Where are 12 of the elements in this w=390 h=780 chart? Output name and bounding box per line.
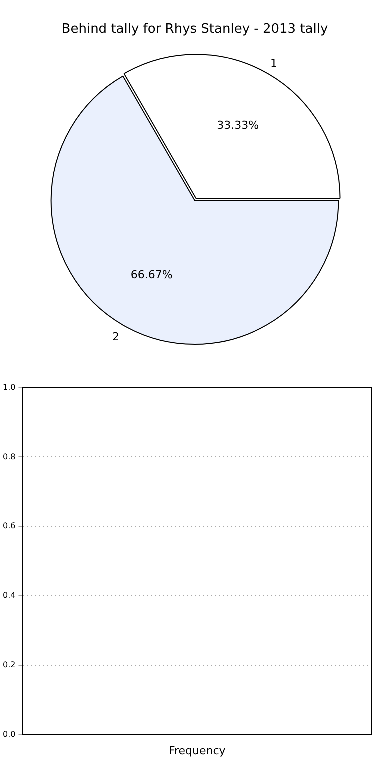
data-label: 66.67% bbox=[130, 268, 173, 282]
y-tick-label: 0.6 bbox=[2, 522, 16, 531]
slice-label: 2 bbox=[112, 330, 120, 344]
slice-label: 1 bbox=[270, 56, 278, 70]
data-label: 33.33% bbox=[217, 118, 260, 132]
y-tick-label: 0.2 bbox=[2, 660, 16, 670]
chart-title: Behind tally for Rhys Stanley - 2013 tally bbox=[62, 22, 328, 38]
y-tick-label: 1.0 bbox=[2, 382, 16, 392]
y-tick-label: 0.4 bbox=[2, 591, 16, 600]
y-tick-label: 0.8 bbox=[2, 452, 16, 462]
x-axis-title: Frequency bbox=[168, 744, 226, 758]
y-tick-label: 0.0 bbox=[2, 730, 16, 739]
